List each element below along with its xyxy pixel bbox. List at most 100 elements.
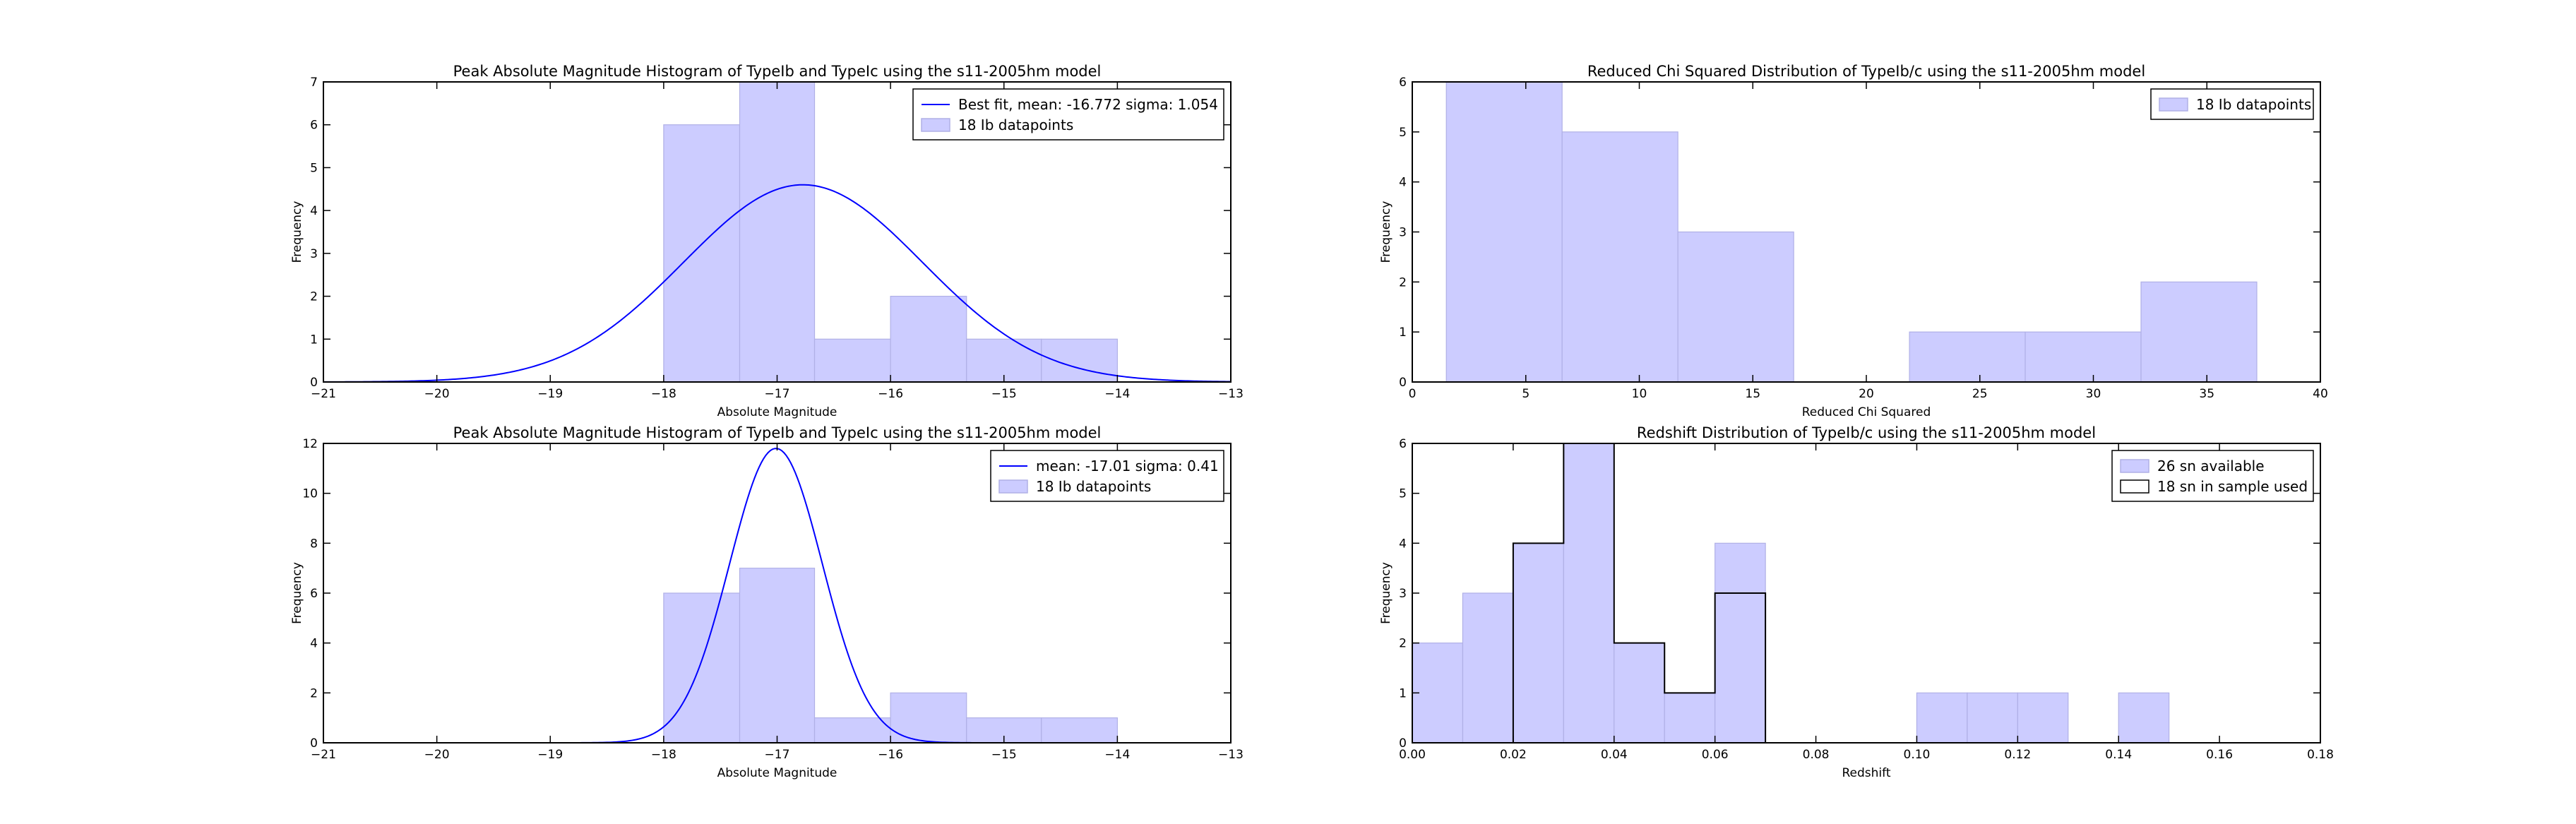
x-tick-label: −17 [765,748,790,762]
x-axis-label: Absolute Magnitude [717,766,837,780]
chart-title: Redshift Distribution of TypeIb/c using … [1637,424,2096,441]
histogram-bar [739,81,816,383]
x-tick-label: 0.00 [1399,748,1426,762]
y-tick-label: 10 [302,487,318,501]
y-tick-label: 6 [310,119,318,133]
y-tick-label: 1 [310,333,318,347]
histogram-bar [1715,542,1766,744]
y-tick-label: 4 [1399,176,1407,190]
histogram-bar [890,692,967,744]
x-tick-label: 0.04 [1601,748,1628,762]
x-tick-label: 25 [1972,387,1988,401]
x-tick-label: 0.18 [2307,748,2334,762]
x-tick-label: −21 [311,748,336,762]
y-tick-label: 7 [310,76,318,90]
y-tick-label: 0 [1399,736,1407,751]
x-tick-label: −14 [1104,387,1130,401]
y-tick-label: 2 [1399,637,1407,651]
y-axis-label: Frequency [1379,201,1393,263]
x-tick-label: 0.16 [2206,748,2233,762]
x-tick-label: 0.06 [1702,748,1729,762]
legend: Best fit, mean: -16.772 sigma: 1.054 18 I… [912,88,1224,141]
legend: 18 Ib datapoints [2150,88,2314,120]
x-tick-label: 0.02 [1500,748,1527,762]
chart-title: Reduced Chi Squared Distribution of Type… [1587,63,2145,80]
legend: 26 sn available 18 sn in sample used [2111,450,2314,502]
histogram-bar [1445,81,1563,383]
y-tick-label: 3 [310,247,318,261]
y-tick-label: 6 [1399,76,1407,90]
x-tick-label: −18 [651,748,676,762]
x-tick-label: −18 [651,387,676,401]
y-axis-label: Frequency [290,201,304,263]
legend-patch-swatch [998,479,1028,494]
y-tick-label: 0 [1399,376,1407,390]
histogram-bar [1513,542,1564,744]
legend-patch-swatch [921,118,950,132]
x-tick-label: −21 [311,387,336,401]
x-tick-label: 0.10 [1904,748,1931,762]
chart-panel-3: −21 −20 −19 −18 −17 −16 −15 −14 −13 0 2 4 6 8 10 12 Peak… [290,424,1244,780]
histogram-bar [1563,443,1615,744]
legend-patch-swatch [2120,459,2149,473]
y-tick-label: 4 [310,637,318,651]
y-tick-label: 6 [1399,437,1407,451]
histogram-bar [739,568,816,744]
legend-label: 18 Ib datapoints [1036,478,1151,495]
chart-title: Peak Absolute Magnitude Histogram of Typ… [453,63,1102,80]
x-tick-label: 30 [2086,387,2101,401]
chart-panel-1: −21 −20 −19 −18 −17 −16 −15 −14 −13 0 1 2 3 4 5 6 7 Peak … [290,63,1244,419]
legend-patch-swatch [2120,479,2149,494]
x-tick-label: 40 [2313,387,2328,401]
x-tick-label: 0.08 [1803,748,1830,762]
legend-label: Best fit, mean: -16.772 sigma: 1.054 [958,96,1218,113]
step-outline [1412,443,1767,744]
x-tick-label: −13 [1218,387,1244,401]
legend-label: mean: -17.01 sigma: 0.41 [1036,458,1219,474]
x-tick-label: −19 [537,748,563,762]
y-tick-label: 0 [310,736,318,751]
chart-panel-4: 0.00 0.02 0.04 0.06 0.08 0.10 0.12 0.14 0.16 0.18… [1379,424,2334,780]
histogram-bar [1664,692,1716,744]
x-tick-label: −17 [765,387,790,401]
x-tick-label: −16 [878,748,903,762]
y-tick-label: 1 [1399,326,1407,340]
histogram-bar [813,717,891,744]
legend-label: 18 sn in sample used [2157,478,2308,495]
x-tick-label: −14 [1104,748,1130,762]
chart-panel-2: 0 5 10 15 20 25 30 35 40 0 1 2 3 4 5 6 Reduced Chi Squar… [1379,63,2328,419]
y-tick-label: 2 [1399,275,1407,289]
x-tick-label: −15 [991,387,1017,401]
histogram-bar [2017,692,2069,744]
histogram-bar [1041,338,1118,383]
legend: mean: -17.01 sigma: 0.41 18 Ib datapoints [990,450,1224,502]
x-tick-label: 5 [1522,387,1530,401]
histogram-bar [813,338,891,383]
histogram-bar [1677,231,1794,383]
x-axis-label: Absolute Magnitude [717,405,837,419]
legend-box [990,450,1224,502]
fit-curve [323,184,1232,383]
y-tick-label: 8 [310,537,318,551]
y-tick-label: 4 [310,204,318,218]
y-tick-label: 5 [1399,487,1407,501]
y-tick-label: 3 [1399,226,1407,240]
histogram-bar [2140,281,2258,383]
x-tick-label: 10 [1632,387,1647,401]
x-tick-label: −15 [991,748,1017,762]
x-tick-label: −19 [537,387,563,401]
y-axis-label: Frequency [1379,562,1393,624]
y-tick-label: 2 [310,290,318,304]
x-tick-label: 15 [1745,387,1760,401]
x-tick-label: 0.12 [2004,748,2031,762]
legend-label: 18 Ib datapoints [2196,96,2311,113]
histogram-bar [663,592,741,744]
histogram-bar [890,295,967,383]
x-tick-label: 20 [1859,387,1874,401]
y-tick-label: 6 [310,587,318,601]
x-tick-label: 0 [1409,387,1417,401]
histogram-bar [1916,692,1968,744]
histogram-bar [2025,331,2142,383]
x-tick-label: −20 [424,748,450,762]
